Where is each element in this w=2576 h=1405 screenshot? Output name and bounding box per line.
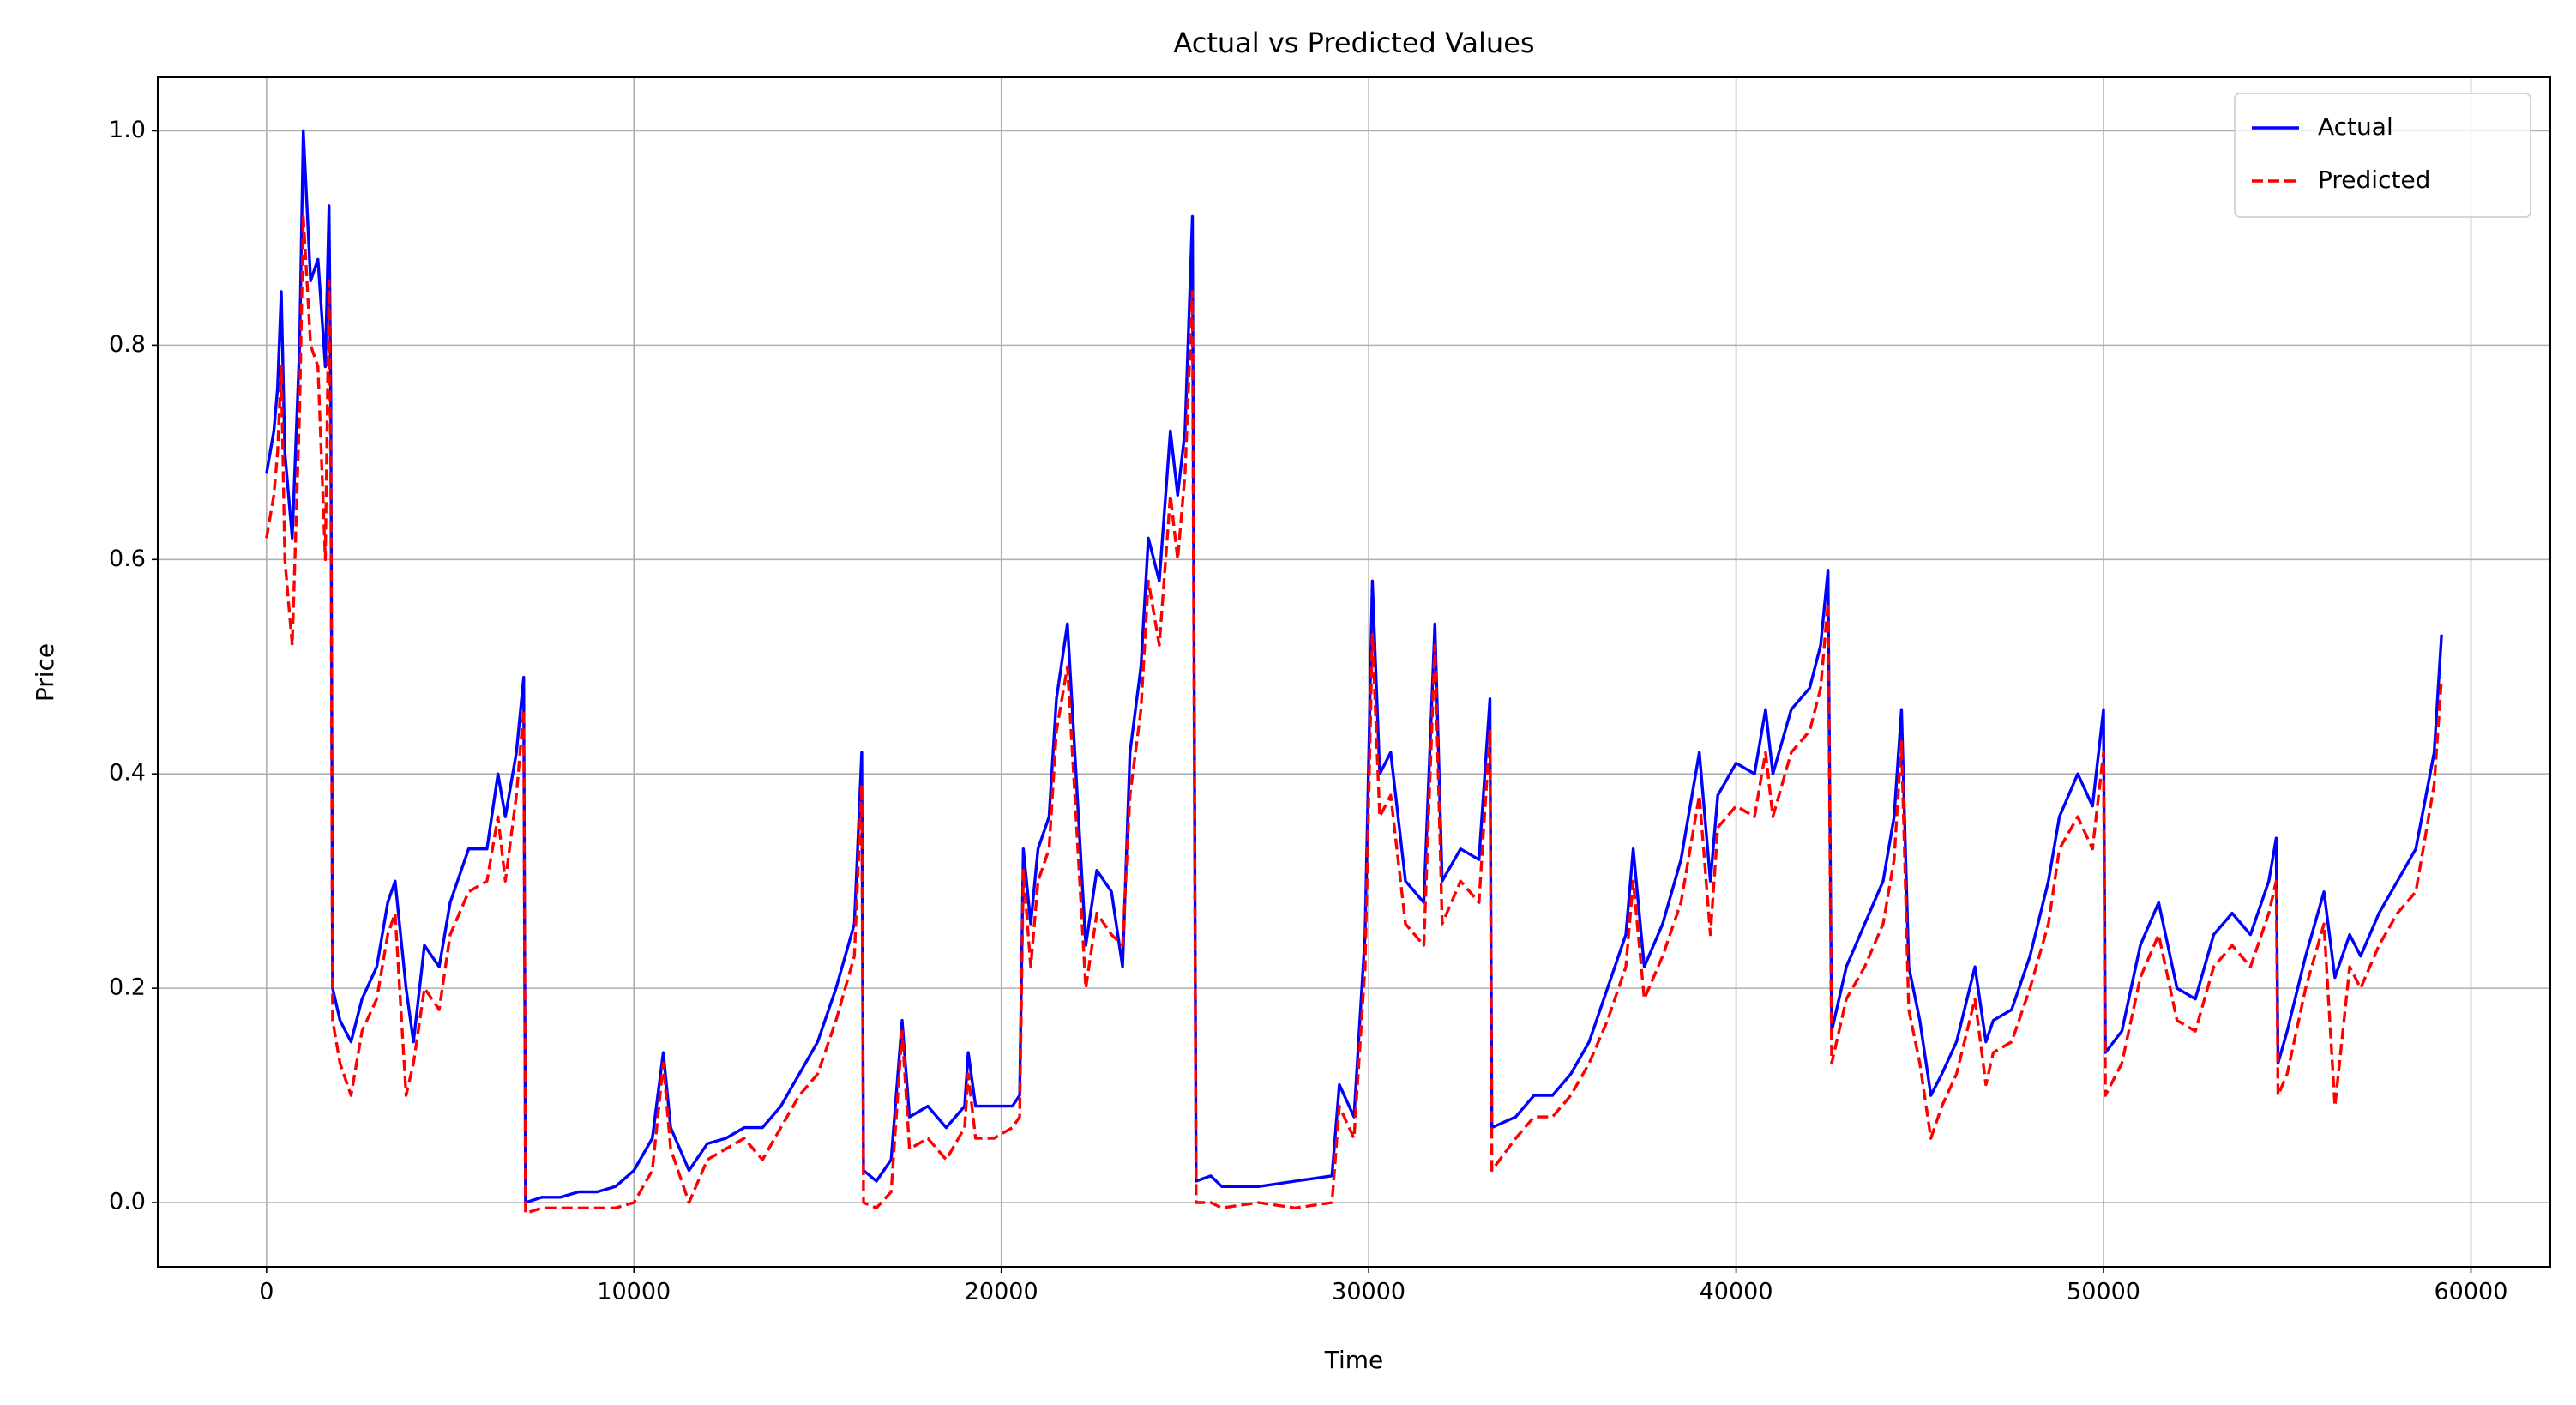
- y-tick-label: 0.0: [109, 1189, 146, 1215]
- x-axis-label: Time: [1324, 1346, 1384, 1374]
- x-tick-label: 20000: [965, 1279, 1038, 1306]
- legend-label: Actual: [2318, 112, 2393, 141]
- series-line: [265, 214, 2443, 1215]
- ticks: 0 10000 20000 30000 40000 50000 60000 0.0 0.2 0.4…: [109, 117, 2507, 1306]
- y-tick-label: 0.2: [109, 974, 146, 1001]
- legend-label: Predicted: [2318, 166, 2430, 194]
- y-tick-label: 1.0: [109, 117, 146, 143]
- series-line: [265, 129, 2443, 1204]
- x-tick-label: 10000: [597, 1279, 671, 1306]
- chart-title: Actual vs Predicted Values: [1173, 27, 1534, 59]
- y-tick-label: 0.6: [109, 546, 146, 572]
- x-tick-label: 50000: [2067, 1279, 2140, 1306]
- y-tick-label: 0.8: [109, 331, 146, 358]
- grid: [158, 77, 2550, 1267]
- plot-frame: [157, 76, 2551, 1268]
- legend-box: [2234, 93, 2531, 218]
- y-tick-label: 0.4: [109, 760, 146, 787]
- x-tick-label: 0: [259, 1279, 274, 1306]
- x-tick-label: 30000: [1332, 1279, 1405, 1306]
- x-tick-label: 40000: [1700, 1279, 1773, 1306]
- plot-lines: [265, 129, 2443, 1215]
- y-axis-label: Price: [31, 643, 59, 702]
- legend: Actual Predicted: [2234, 93, 2531, 218]
- x-tick-label: 60000: [2435, 1279, 2508, 1306]
